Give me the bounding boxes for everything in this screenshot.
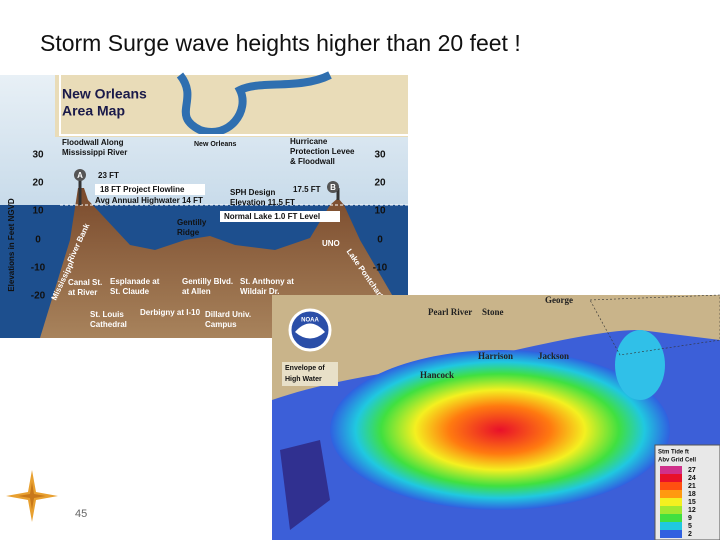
map-title: New Orleans bbox=[62, 86, 147, 102]
label: Ridge bbox=[177, 228, 200, 237]
tick-label: 0 bbox=[377, 235, 383, 246]
legend-label: 24 bbox=[688, 475, 696, 482]
legend-title: Stm Tide ft bbox=[658, 450, 689, 456]
label: 18 FT Project Flowline bbox=[100, 185, 185, 194]
ticks: 30 20 10 0 -10 -20 30 20 10 0 -10 bbox=[31, 150, 388, 302]
location-label: St. Anthony at bbox=[240, 277, 294, 286]
label: Floodwall Along bbox=[62, 138, 124, 147]
location-label: Esplanade at bbox=[110, 277, 160, 286]
location-label: Wildair Dr. bbox=[240, 287, 280, 296]
legend-swatch bbox=[660, 522, 682, 530]
compass-logo bbox=[6, 470, 58, 522]
tick-label: 30 bbox=[374, 150, 386, 161]
place-label: Jackson bbox=[538, 351, 569, 361]
location-label: Derbigny at I-10 bbox=[140, 308, 201, 317]
place-label: George bbox=[545, 295, 573, 305]
marker: A bbox=[77, 171, 83, 180]
place-label: Harrison bbox=[478, 351, 513, 361]
label: Hurricane bbox=[290, 137, 328, 146]
label: Normal Lake 1.0 FT Level bbox=[224, 212, 320, 221]
places: Pearl River Stone George Harrison Jackson Han… bbox=[420, 295, 573, 380]
label: Gentilly bbox=[177, 218, 207, 227]
tick-label: 30 bbox=[32, 150, 44, 161]
label: 17.5 FT bbox=[293, 185, 321, 194]
legend-swatch bbox=[660, 498, 682, 506]
location-label: St. Claude bbox=[110, 287, 150, 296]
legend-swatch bbox=[660, 506, 682, 514]
legend-swatch bbox=[660, 530, 682, 538]
legend-swatch bbox=[660, 466, 682, 474]
tick-label: 0 bbox=[35, 235, 41, 246]
tick-label: 10 bbox=[32, 206, 44, 217]
place-label: Stone bbox=[482, 307, 504, 317]
caption: Envelope of bbox=[285, 365, 325, 372]
legend-label: 2 bbox=[688, 531, 692, 538]
marker: B bbox=[330, 183, 336, 192]
map-city: New Orleans bbox=[194, 141, 237, 148]
axis-label: Elevations in Feet NGVD bbox=[7, 198, 16, 292]
legend-swatch bbox=[660, 490, 682, 498]
location-label: at Allen bbox=[182, 287, 211, 296]
place-label: Pearl River bbox=[428, 307, 472, 317]
label: Avg Annual Highwater 14 FT bbox=[95, 196, 203, 205]
tick-label: 20 bbox=[374, 178, 386, 189]
legend-label: 21 bbox=[688, 483, 696, 490]
surge-map-image bbox=[272, 294, 720, 540]
legend-label: 5 bbox=[688, 523, 692, 530]
legend-label: 18 bbox=[688, 491, 696, 498]
tick-label: -10 bbox=[373, 263, 388, 274]
label: 23 FT bbox=[98, 171, 119, 180]
label: Mississippi River bbox=[62, 148, 127, 157]
label: & Floodwall bbox=[290, 157, 335, 166]
legend-label: 12 bbox=[688, 507, 696, 514]
label: Protection Levee bbox=[290, 147, 355, 156]
map-title: Area Map bbox=[62, 103, 125, 119]
label: UNO bbox=[322, 239, 340, 248]
location-label: St. Louis bbox=[90, 310, 124, 319]
legend-swatch bbox=[660, 474, 682, 482]
place-label: Hancock bbox=[420, 370, 454, 380]
location-label: Dillard Univ. bbox=[205, 310, 251, 319]
location-label: Gentilly Blvd. bbox=[182, 277, 233, 286]
tick-label: 20 bbox=[32, 178, 44, 189]
location-label: Campus bbox=[205, 320, 237, 329]
location-label: Canal St. bbox=[68, 278, 102, 287]
legend-swatch bbox=[660, 482, 682, 490]
label: Elevation 11.5 FT bbox=[230, 198, 295, 207]
tick-label: -10 bbox=[31, 263, 46, 274]
tick-label: 10 bbox=[374, 206, 386, 217]
logo: NOAA bbox=[301, 318, 319, 324]
legend-label: 15 bbox=[688, 499, 696, 506]
legend-label: 9 bbox=[688, 515, 692, 522]
tick-label: -20 bbox=[31, 291, 46, 302]
legend-title: Abv Grid Cell bbox=[658, 458, 696, 464]
legend-label: 27 bbox=[688, 467, 696, 474]
location-label: Cathedral bbox=[90, 320, 127, 329]
slide-title: Storm Surge wave heights higher than 20 … bbox=[40, 30, 521, 56]
legend-swatch bbox=[660, 514, 682, 522]
caption: High Water bbox=[285, 376, 322, 383]
location-label: at River bbox=[68, 288, 97, 297]
label: SPH Design bbox=[230, 188, 275, 197]
page-number: 45 bbox=[75, 508, 87, 520]
